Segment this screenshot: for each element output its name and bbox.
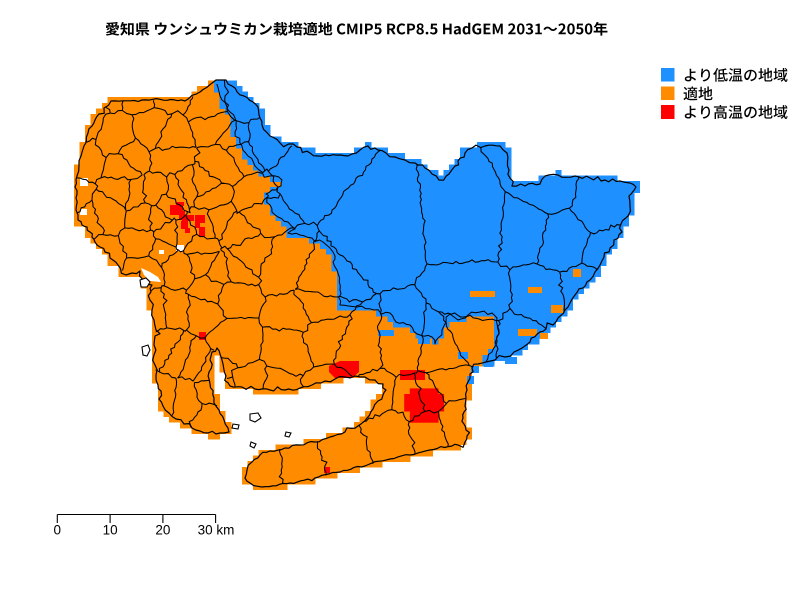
svg-text:30 km: 30 km bbox=[198, 523, 235, 538]
svg-text:10: 10 bbox=[103, 523, 118, 538]
svg-text:20: 20 bbox=[155, 523, 170, 538]
svg-text:0: 0 bbox=[54, 523, 62, 538]
